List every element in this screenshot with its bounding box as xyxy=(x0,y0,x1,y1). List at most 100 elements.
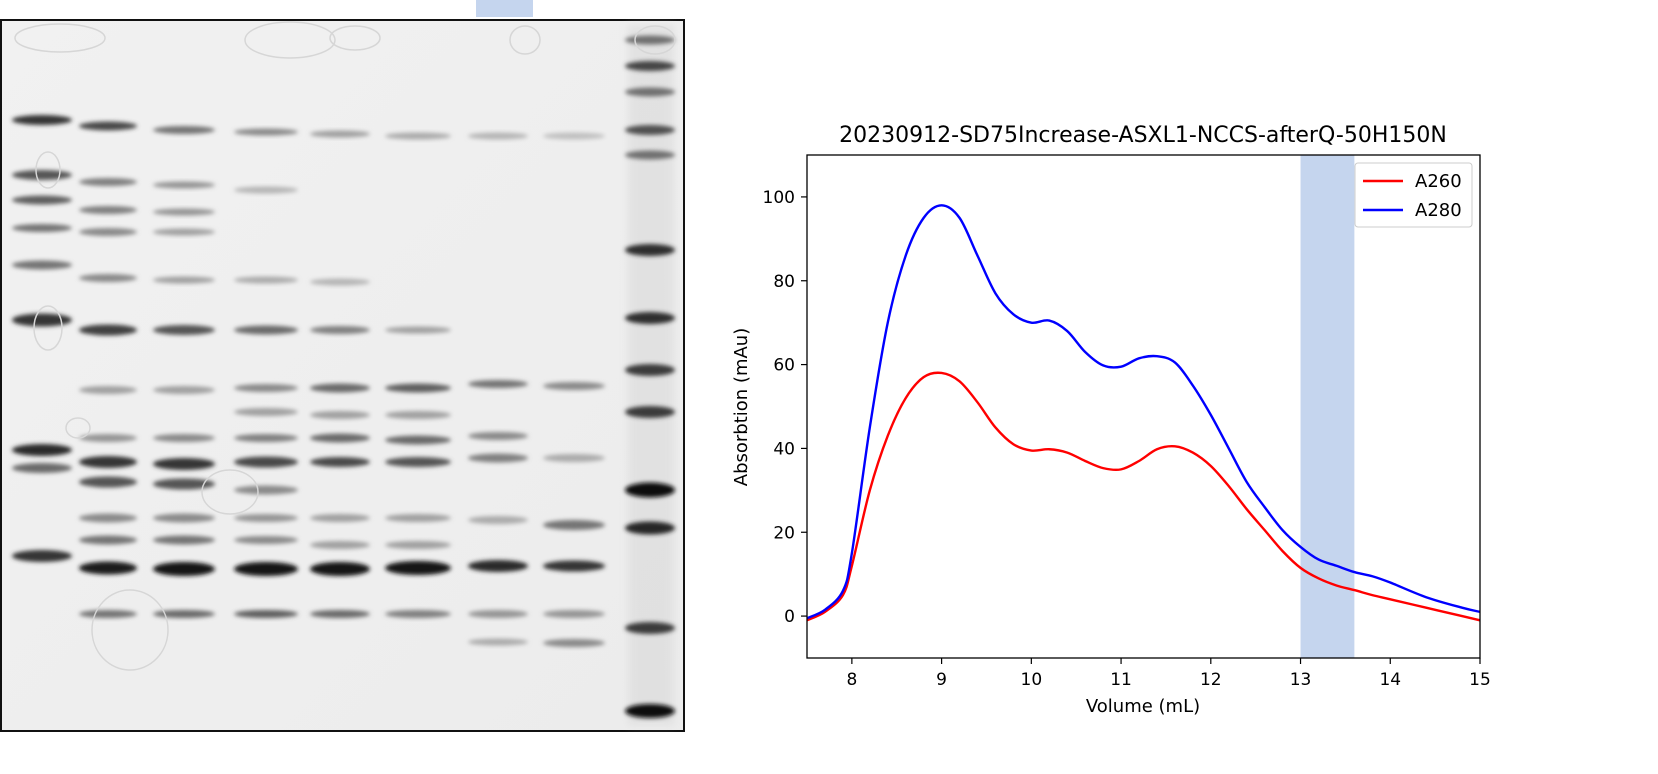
gel-band xyxy=(385,326,451,334)
gel-band xyxy=(310,326,370,334)
gel-band xyxy=(468,638,528,646)
marker-band xyxy=(625,312,675,324)
gel-band xyxy=(234,408,298,416)
sds-page-gel-image xyxy=(0,0,685,732)
series-line-a260 xyxy=(806,371,1481,622)
gel-band xyxy=(153,276,215,284)
gel-band xyxy=(385,514,451,522)
gel-band xyxy=(79,274,137,282)
x-tick-label: 11 xyxy=(1110,670,1132,690)
marker-band xyxy=(625,244,675,256)
gel-band xyxy=(385,610,451,618)
gel-band xyxy=(385,561,451,575)
gel-band xyxy=(79,206,137,214)
gel-band xyxy=(153,208,215,216)
marker-band xyxy=(625,521,675,535)
gel-band xyxy=(79,121,137,131)
gel-band xyxy=(234,514,298,522)
marker-band xyxy=(625,482,675,498)
gel-band xyxy=(310,130,370,138)
y-tick-label: 60 xyxy=(773,356,795,376)
gel-band xyxy=(153,386,215,394)
marker-band xyxy=(625,150,675,160)
gel-band xyxy=(153,562,215,576)
gel-band xyxy=(234,325,298,335)
marker-band xyxy=(625,87,675,97)
gel-bubble xyxy=(35,151,61,189)
gel-band xyxy=(153,325,215,335)
gel-band xyxy=(543,639,605,647)
gel-band xyxy=(79,178,137,186)
gel-band xyxy=(543,132,605,140)
gel-bubble xyxy=(509,25,541,55)
gel-band xyxy=(385,457,451,467)
gel-band xyxy=(12,313,72,327)
gel-top-marker xyxy=(476,0,533,17)
gel-bubble xyxy=(91,589,169,671)
gel-band xyxy=(468,453,528,463)
gel-band xyxy=(310,541,370,549)
gel-band xyxy=(310,610,370,618)
x-tick-label: 10 xyxy=(1021,670,1043,690)
gel-band xyxy=(12,463,72,473)
x-tick-label: 13 xyxy=(1290,670,1312,690)
gel-band xyxy=(234,384,298,392)
gel-band xyxy=(12,224,72,232)
gel-band xyxy=(153,458,215,470)
y-tick-label: 80 xyxy=(773,272,795,292)
gel-band xyxy=(234,186,298,194)
series-line-a280 xyxy=(806,204,1481,620)
gel-band xyxy=(385,541,451,549)
gel-band xyxy=(153,610,215,618)
gel-band xyxy=(468,610,528,618)
gel-band xyxy=(153,126,215,134)
x-tick-label: 14 xyxy=(1379,670,1401,690)
y-tick-label: 40 xyxy=(773,439,795,459)
gel-band xyxy=(543,454,605,462)
marker-band xyxy=(625,406,675,418)
y-axis: 0 20 40 60 80 100 xyxy=(763,188,807,627)
chart-title: 20230912-SD75Increase-ASXL1-NCCS-afterQ-… xyxy=(839,123,1447,148)
gel-band xyxy=(234,562,298,576)
marker-band xyxy=(625,61,675,71)
gel-band xyxy=(234,485,298,495)
gel-band xyxy=(385,435,451,445)
gel-band xyxy=(79,228,137,236)
gel-bubble xyxy=(65,417,91,439)
x-axis: 8 9 10 11 12 13 14 15 xyxy=(846,658,1491,690)
gel-band xyxy=(234,128,298,136)
x-tick-label: 12 xyxy=(1200,670,1222,690)
gel-band xyxy=(468,380,528,388)
gel-band xyxy=(385,132,451,140)
marker-band xyxy=(625,364,675,376)
gel-bubble xyxy=(329,25,381,51)
legend: A260 A280 xyxy=(1354,162,1473,228)
gel-band xyxy=(12,550,72,562)
gel-band xyxy=(543,560,605,572)
gel-band xyxy=(468,132,528,140)
x-tick-label: 15 xyxy=(1469,670,1491,690)
y-tick-label: 100 xyxy=(763,188,795,208)
x-tick-label: 8 xyxy=(846,670,857,690)
gel-band xyxy=(310,433,370,443)
gel-band xyxy=(79,561,137,575)
legend-label-a280: A280 xyxy=(1415,200,1462,221)
legend-label-a260: A260 xyxy=(1415,171,1462,192)
gel-band xyxy=(310,411,370,419)
gel-band xyxy=(79,513,137,523)
gel-bubble xyxy=(634,25,676,55)
marker-band xyxy=(625,704,675,718)
gel-bubble xyxy=(201,469,259,515)
gel-band xyxy=(543,520,605,530)
gel-band xyxy=(12,195,72,205)
marker-band xyxy=(625,35,675,45)
gel-band xyxy=(12,260,72,270)
gel-band xyxy=(234,610,298,618)
gel-band xyxy=(153,513,215,523)
gel-band xyxy=(234,276,298,284)
gel-band xyxy=(153,434,215,442)
series-lines xyxy=(806,204,1481,622)
gel-band xyxy=(234,434,298,442)
gel-band xyxy=(79,434,137,442)
